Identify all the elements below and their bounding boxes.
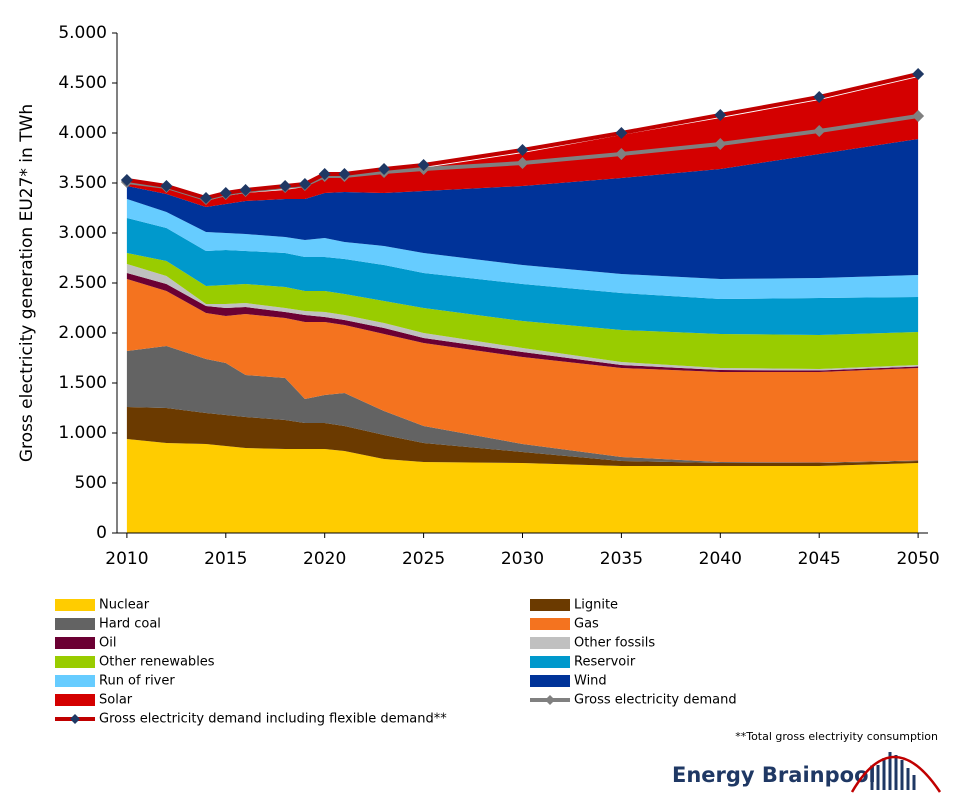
line-marker: [615, 127, 628, 139]
x-tick-label: 2015: [204, 549, 247, 569]
line-marker: [417, 159, 430, 171]
legend-swatch: [55, 599, 95, 611]
legend-label: Gross electricity demand including flexi…: [99, 712, 447, 727]
y-tick-label: 500: [75, 473, 107, 493]
line-marker: [912, 68, 925, 80]
area: [126, 279, 919, 463]
legend-swatch: [55, 618, 95, 630]
x-tick-label: 2040: [699, 549, 742, 569]
area: [126, 199, 919, 299]
legend-swatch: [55, 675, 95, 687]
area: [126, 273, 919, 372]
y-tick-label: 0: [96, 523, 107, 543]
legend-label: Solar: [99, 693, 133, 708]
line-marker: [912, 110, 925, 122]
line-marker: [160, 180, 173, 192]
legend-swatch: [530, 675, 570, 687]
line-marker: [714, 109, 727, 121]
line-marker: [378, 163, 391, 175]
line-marker: [318, 168, 331, 180]
legend-swatch: [530, 618, 570, 630]
line-marker: [813, 125, 826, 137]
logo-text: Energy Brainpool: [672, 763, 876, 787]
area: [126, 77, 919, 207]
area: [126, 407, 919, 466]
line-marker: [714, 138, 727, 150]
y-tick-label: 4.500: [58, 73, 107, 93]
legend-label: Other renewables: [99, 655, 215, 670]
legend-swatch: [530, 599, 570, 611]
legend-marker: [70, 714, 80, 724]
line-marker: [813, 91, 826, 103]
legend-label: Lignite: [574, 598, 618, 613]
legend-label: Oil: [99, 636, 116, 651]
logo-icon: [850, 752, 942, 793]
legend-swatch: [55, 656, 95, 668]
legend-label: Gross electricity demand: [574, 693, 737, 708]
y-tick-label: 1.000: [58, 423, 107, 443]
line-marker: [516, 144, 529, 156]
area: [126, 139, 919, 279]
x-tick-label: 2020: [303, 549, 346, 569]
area: [126, 439, 919, 533]
area: [126, 253, 919, 369]
line-marker: [279, 180, 292, 192]
line-marker: [615, 148, 628, 160]
line-marker: [239, 184, 252, 196]
legend-swatch: [530, 656, 570, 668]
legend-swatch: [530, 637, 570, 649]
y-tick-label: 1.500: [58, 373, 107, 393]
line-marker: [338, 168, 351, 180]
x-tick-label: 2010: [105, 549, 148, 569]
legend-label: Wind: [574, 674, 607, 689]
legend-label: Run of river: [99, 674, 175, 689]
area: [126, 346, 919, 463]
x-tick-label: 2030: [501, 549, 544, 569]
y-tick-label: 3.000: [58, 223, 107, 243]
x-tick-label: 2025: [402, 549, 445, 569]
y-axis-label: Gross electricity generation EU27* in TW…: [17, 104, 37, 462]
line-marker: [200, 192, 213, 204]
legend-label: Nuclear: [99, 598, 150, 613]
legend-swatch: [55, 694, 95, 706]
legend-label: Hard coal: [99, 617, 161, 632]
footnote: **Total gross electriyity consumption: [735, 730, 938, 743]
legend-label: Gas: [574, 617, 599, 632]
y-tick-label: 2.500: [58, 273, 107, 293]
line-marker: [120, 174, 133, 186]
line: [126, 72, 919, 201]
line-marker: [516, 157, 529, 169]
area: [126, 264, 919, 371]
x-tick-label: 2045: [798, 549, 841, 569]
legend-marker: [545, 695, 555, 705]
legend-swatch: [55, 637, 95, 649]
legend-label: Other fossils: [574, 636, 655, 651]
x-tick-label: 2050: [896, 549, 939, 569]
y-tick-label: 5.000: [58, 23, 107, 43]
area: [126, 218, 919, 335]
line-marker: [219, 187, 232, 199]
y-tick-label: 2.000: [58, 323, 107, 343]
line-marker: [298, 178, 311, 190]
x-tick-label: 2035: [600, 549, 643, 569]
y-tick-label: 3.500: [58, 173, 107, 193]
legend-label: Reservoir: [574, 655, 636, 670]
y-tick-label: 4.000: [58, 123, 107, 143]
